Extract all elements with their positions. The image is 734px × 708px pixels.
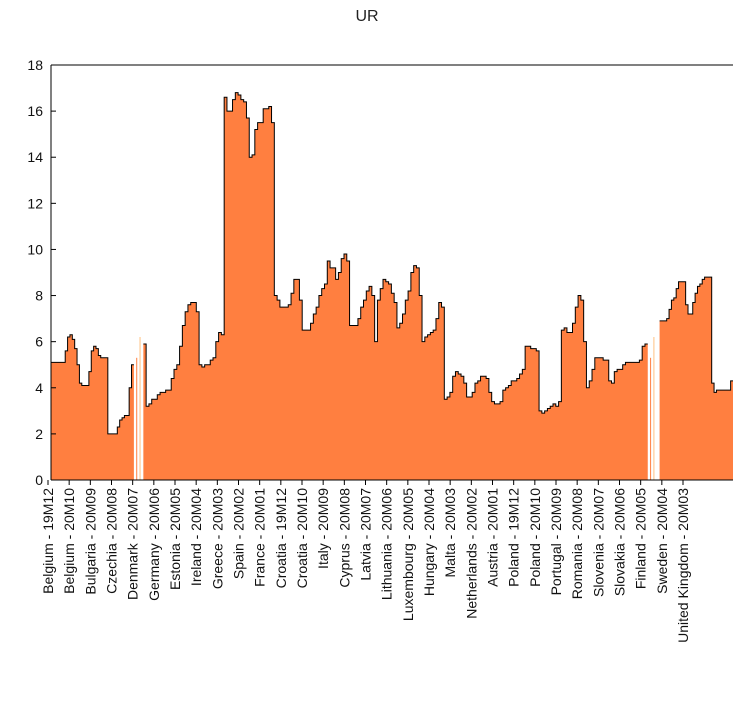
x-tick-label-24: Poland - 20M10 [527, 488, 543, 587]
y-tick-label-6: 6 [35, 334, 43, 350]
y-tick-label-12: 12 [27, 195, 43, 211]
x-tick-layer: Belgium - 19M12 Belgium - 20M10 Bulgaria -… [40, 480, 691, 643]
x-tick-label-5: Denmark - 20M07 [125, 488, 141, 600]
y-tick-label-10: 10 [27, 241, 43, 257]
series-line-segment-1 [51, 334, 134, 435]
x-tick-label-22: Austria - 20M01 [485, 488, 501, 587]
x-tick-label-30: Sweden - 20M04 [654, 488, 670, 594]
x-tick-label-13: Croatia - 20M10 [294, 488, 310, 589]
x-tick-label-19: Hungary - 20M04 [421, 488, 437, 596]
x-tick-label-6: Germany - 20M06 [146, 488, 162, 601]
x-tick-label-12: Croatia - 19M12 [273, 488, 289, 589]
x-tick-label-15: Cyprus - 20M08 [336, 488, 352, 588]
x-tick-label-1: Belgium - 19M12 [40, 488, 56, 594]
y-tick-label-4: 4 [35, 380, 43, 396]
gap-markers-layer [136, 337, 655, 480]
x-tick-label-20: Malta - 20M03 [442, 488, 458, 578]
x-tick-label-11: France - 20M01 [252, 488, 268, 587]
x-tick-label-4: Czechia - 20M08 [104, 488, 120, 594]
chart-title: UR [355, 8, 379, 25]
x-tick-label-9: Greece - 20M03 [209, 488, 225, 589]
x-tick-label-8: Ireland - 20M04 [188, 488, 204, 586]
x-tick-label-28: Slovakia - 20M06 [612, 488, 628, 596]
series-area-layer [51, 92, 733, 481]
series-line-segment-3 [659, 276, 733, 393]
x-tick-label-2: Belgium - 20M10 [61, 488, 77, 594]
series-line-segment-2 [143, 92, 648, 414]
x-tick-label-3: Bulgaria - 20M09 [82, 488, 98, 595]
series-area-segment-3 [659, 277, 733, 480]
x-tick-label-10: Spain - 20M02 [231, 488, 247, 579]
y-tick-label-8: 8 [35, 288, 43, 304]
x-tick-label-27: Slovenia - 20M07 [590, 488, 606, 597]
y-tick-label-2: 2 [35, 426, 43, 442]
y-tick-label-0: 0 [35, 472, 43, 488]
x-tick-label-21: Netherlands - 20M02 [463, 488, 479, 619]
x-tick-label-25: Portugal - 20M09 [548, 488, 564, 596]
y-tick-layer: 0 2 4 6 8 10 12 14 16 18 [27, 57, 56, 488]
x-tick-label-26: Romania - 20M08 [569, 488, 585, 599]
y-tick-label-18: 18 [27, 57, 43, 73]
x-tick-label-18: Luxembourg - 20M05 [400, 488, 416, 621]
x-tick-label-23: Poland - 19M12 [506, 488, 522, 587]
series-area-segment-2 [143, 92, 648, 481]
x-tick-label-14: Italy - 20M09 [315, 488, 331, 569]
y-tick-label-16: 16 [27, 103, 43, 119]
x-tick-label-7: Estonia - 20M05 [167, 488, 183, 590]
series-area-segment-1 [51, 334, 134, 480]
x-tick-label-17: Lithuania - 20M06 [379, 488, 395, 600]
x-tick-label-29: Finland - 20M05 [633, 488, 649, 589]
y-tick-label-14: 14 [27, 149, 43, 165]
x-tick-label-31: United Kingdom - 20M03 [675, 488, 691, 643]
x-tick-label-16: Latvia - 20M07 [358, 488, 374, 581]
